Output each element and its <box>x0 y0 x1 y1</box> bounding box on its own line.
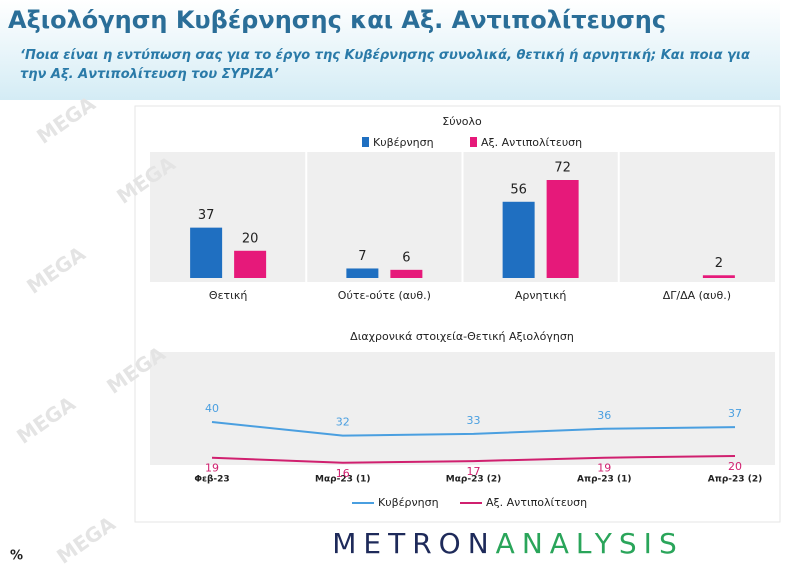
data-label: 36 <box>597 409 611 422</box>
data-label: 7 <box>358 249 366 264</box>
subtitle: ‘Ποια είναι η εντύπωση σας για το έργο τ… <box>20 48 750 82</box>
x-tick-label: Ούτε-ούτε (αυθ.) <box>338 289 431 302</box>
bar <box>390 269 423 278</box>
bar <box>502 201 535 278</box>
bar <box>234 250 267 278</box>
data-label: 32 <box>336 416 350 429</box>
data-label: 37 <box>198 208 215 223</box>
x-tick-label: Μαρ-23 (2) <box>446 475 501 485</box>
line <box>211 455 736 464</box>
logo-accent: ANALYSIS <box>496 527 684 560</box>
data-label: 6 <box>402 250 410 265</box>
logo: METRONANALYSIS <box>332 527 683 560</box>
header: Αξιολόγηση Κυβέρνησης και Αξ. Αντιπολίτε… <box>0 0 780 100</box>
bar <box>702 275 735 278</box>
data-label: 37 <box>728 407 742 420</box>
legend-label: Κυβέρνηση <box>378 496 439 509</box>
legend-label: Αξ. Αντιπολίτευση <box>486 496 587 509</box>
legend-swatch <box>470 137 477 147</box>
data-label: 40 <box>205 402 219 415</box>
data-label: 20 <box>242 231 259 246</box>
bar <box>190 227 223 278</box>
data-label: 72 <box>554 161 571 176</box>
watermark: MEGA <box>32 91 100 149</box>
bar <box>546 180 579 278</box>
data-label: 17 <box>467 465 481 478</box>
chart-title: Σύνολο <box>442 115 482 128</box>
unit-label: % <box>10 549 23 564</box>
x-tick-label: Απρ-23 (2) <box>708 475 762 485</box>
bar <box>346 268 379 278</box>
legend-label: Κυβέρνηση <box>373 136 434 149</box>
plot-area <box>150 352 775 465</box>
data-label: 33 <box>467 414 481 427</box>
chart-title: Διαχρονικά στοιχεία-Θετική Αξιολόγηση <box>350 330 574 343</box>
x-tick-label: ΔΓ/ΔΑ (αυθ.) <box>663 289 731 302</box>
data-label: 56 <box>510 182 527 197</box>
x-tick-label: Θετική <box>209 289 247 302</box>
legend-swatch <box>362 137 369 147</box>
data-label: 19 <box>597 462 611 475</box>
data-label: 20 <box>728 460 742 473</box>
data-label: 2 <box>715 256 723 271</box>
x-tick-label: Φεβ-23 <box>194 475 229 485</box>
title: Αξιολόγηση Κυβέρνησης και Αξ. Αντιπολίτε… <box>8 6 667 34</box>
x-tick-label: Αρνητική <box>515 289 566 302</box>
data-label: 19 <box>205 462 219 475</box>
watermark: MEGA <box>12 391 80 449</box>
x-tick-label: Απρ-23 (1) <box>577 475 631 485</box>
watermark: MEGA <box>52 511 120 569</box>
data-label: 16 <box>336 467 350 480</box>
legend-label: Αξ. Αντιπολίτευση <box>481 136 582 149</box>
line <box>211 421 736 437</box>
watermark: MEGA <box>22 241 90 299</box>
x-tick-label: Μαρ-23 (1) <box>315 475 370 485</box>
logo-main: METRON <box>332 527 495 560</box>
